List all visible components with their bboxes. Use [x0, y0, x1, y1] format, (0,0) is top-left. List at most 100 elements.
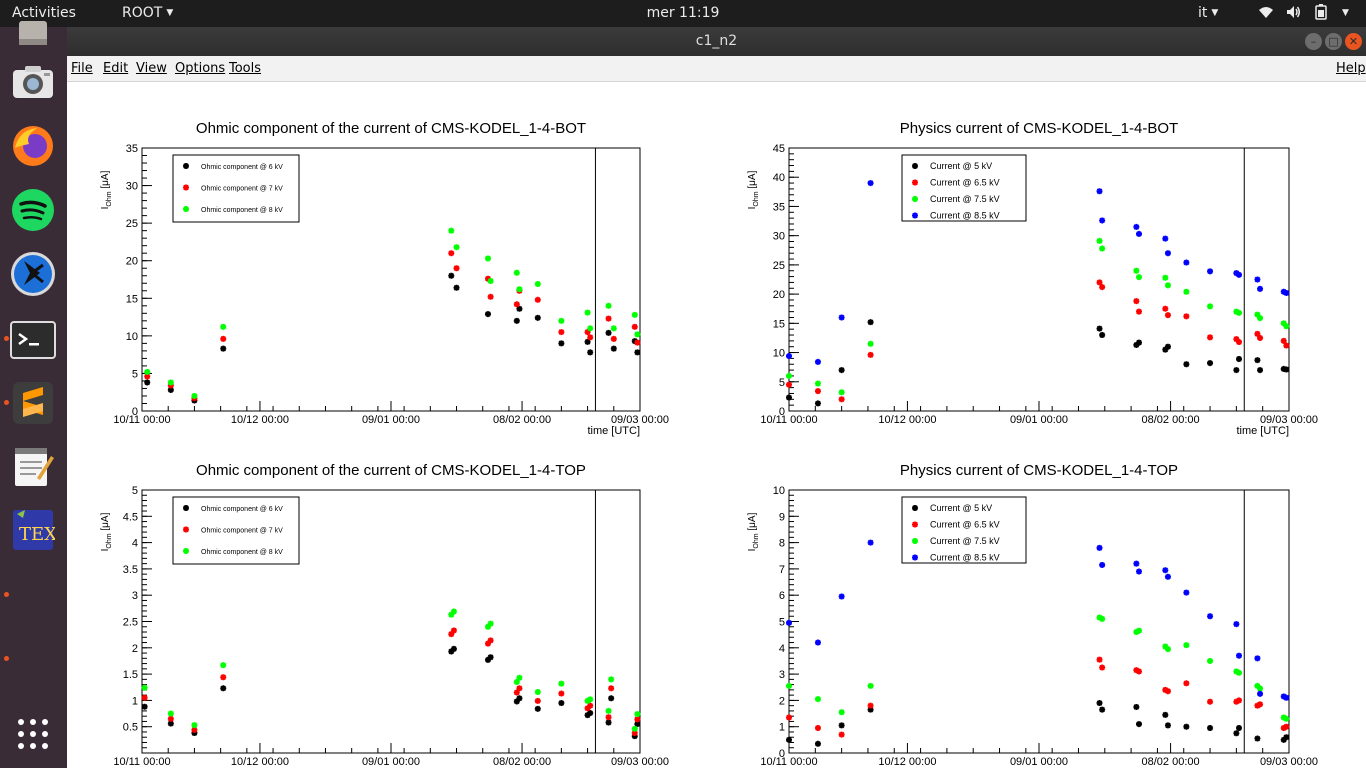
data-point — [1283, 323, 1290, 330]
language-indicator[interactable]: it ▼ — [1198, 5, 1218, 21]
data-point — [814, 639, 821, 646]
data-point — [448, 611, 455, 618]
close-icon[interactable]: ✕ — [1345, 33, 1362, 50]
system-menu[interactable]: ▼ — [1338, 5, 1349, 21]
legend-marker — [912, 554, 918, 561]
y-tick-label: 9 — [779, 511, 785, 523]
menu-help[interactable]: Help — [1336, 61, 1366, 76]
data-point — [634, 716, 641, 723]
y-tick-label: 5 — [779, 377, 785, 389]
y-tick-label: 2 — [132, 643, 138, 655]
sublime-text-icon[interactable] — [10, 380, 56, 426]
data-point — [1236, 669, 1242, 676]
menu-bar: File Edit View Options Tools Help — [67, 56, 1366, 82]
legend-box — [901, 154, 1027, 222]
legend-marker — [183, 163, 189, 169]
legend: Current @ 5 kV Current @ 6.5 kV Current @ … — [901, 154, 1027, 222]
data-point — [584, 309, 591, 316]
data-point — [1096, 544, 1103, 551]
plot-canvas[interactable]: Ohmic component of the current of CMS-KO… — [67, 82, 1366, 772]
data-point — [1162, 346, 1169, 353]
data-point — [220, 662, 227, 669]
data-point — [1280, 736, 1287, 743]
data-point — [786, 736, 792, 743]
window-titlebar[interactable]: c1_n2 – □ ✕ — [67, 27, 1366, 56]
terminal-icon[interactable] — [10, 317, 56, 363]
series-3 — [141, 608, 641, 732]
y-tick-label: 6 — [779, 590, 785, 602]
data-point — [1096, 188, 1103, 195]
y-tick-label: 10 — [773, 485, 785, 497]
data-point — [513, 678, 520, 685]
data-point — [634, 721, 641, 728]
data-point — [484, 311, 491, 318]
data-point — [220, 345, 227, 352]
data-point — [141, 703, 148, 710]
series-2 — [144, 250, 641, 402]
x-tick-label: 10/11 00:00 — [760, 414, 817, 426]
menu-file[interactable]: File — [71, 61, 93, 76]
text-editor-icon[interactable] — [10, 443, 56, 489]
data-point — [838, 722, 845, 729]
activities-button[interactable]: Activities — [12, 5, 76, 21]
data-point — [558, 700, 565, 707]
minimize-icon[interactable]: – — [1305, 33, 1322, 50]
data-point — [838, 709, 845, 716]
data-point — [558, 340, 565, 347]
data-point — [516, 695, 523, 702]
legend-box — [172, 154, 300, 223]
data-point — [1283, 734, 1290, 741]
data-point — [516, 685, 523, 692]
data-point — [1183, 313, 1190, 320]
data-point — [1254, 357, 1261, 364]
data-point — [1233, 621, 1240, 628]
firefox-icon[interactable] — [10, 123, 56, 169]
data-point — [867, 351, 874, 358]
data-point — [1207, 360, 1214, 367]
app-menu[interactable]: ROOT ▼ — [122, 5, 173, 21]
series-1 — [141, 645, 641, 740]
data-point — [1254, 311, 1261, 318]
data-point — [814, 388, 821, 395]
data-point — [1133, 267, 1140, 274]
wifi-icon[interactable] — [1258, 4, 1274, 24]
data-point — [1236, 697, 1242, 704]
data-point — [631, 730, 638, 737]
data-point — [1280, 714, 1287, 721]
data-point — [513, 301, 520, 308]
texmaker-icon[interactable]: TEX — [10, 507, 56, 553]
data-point — [448, 648, 455, 655]
data-point — [450, 608, 457, 615]
dock: TEX — [0, 21, 67, 768]
battery-icon[interactable] — [1314, 4, 1328, 24]
data-point — [867, 539, 874, 546]
data-point — [167, 715, 174, 722]
data-point — [1164, 573, 1171, 580]
maximize-icon[interactable]: □ — [1325, 33, 1342, 50]
data-point — [1136, 721, 1142, 728]
clock[interactable]: mer 11:19 — [646, 5, 720, 21]
menu-options[interactable]: Options — [175, 61, 226, 76]
kodi-like-app-icon[interactable] — [10, 251, 56, 297]
data-point — [786, 682, 792, 689]
plots-svg[interactable]: Ohmic component of the current of CMS-KO… — [67, 82, 1366, 772]
data-point — [558, 690, 565, 697]
file-cabinet-icon[interactable] — [10, 13, 56, 59]
camera-screenshot-icon[interactable] — [10, 59, 56, 105]
data-point — [608, 695, 615, 702]
data-point — [1257, 334, 1264, 341]
data-point — [584, 329, 591, 336]
y-tick-label: 10 — [773, 348, 785, 360]
data-point — [631, 311, 638, 318]
menu-tools[interactable]: Tools — [229, 61, 262, 76]
x-tick-label: 10/11 00:00 — [760, 756, 817, 768]
data-point — [1133, 298, 1140, 305]
data-point — [1257, 285, 1264, 292]
volume-icon[interactable] — [1285, 4, 1301, 24]
spotify-icon[interactable] — [10, 187, 56, 233]
menu-edit[interactable]: Edit — [103, 61, 129, 76]
data-point — [1096, 279, 1103, 286]
data-point — [1257, 690, 1264, 697]
show-applications-icon[interactable] — [10, 711, 56, 757]
menu-view[interactable]: View — [136, 61, 167, 76]
